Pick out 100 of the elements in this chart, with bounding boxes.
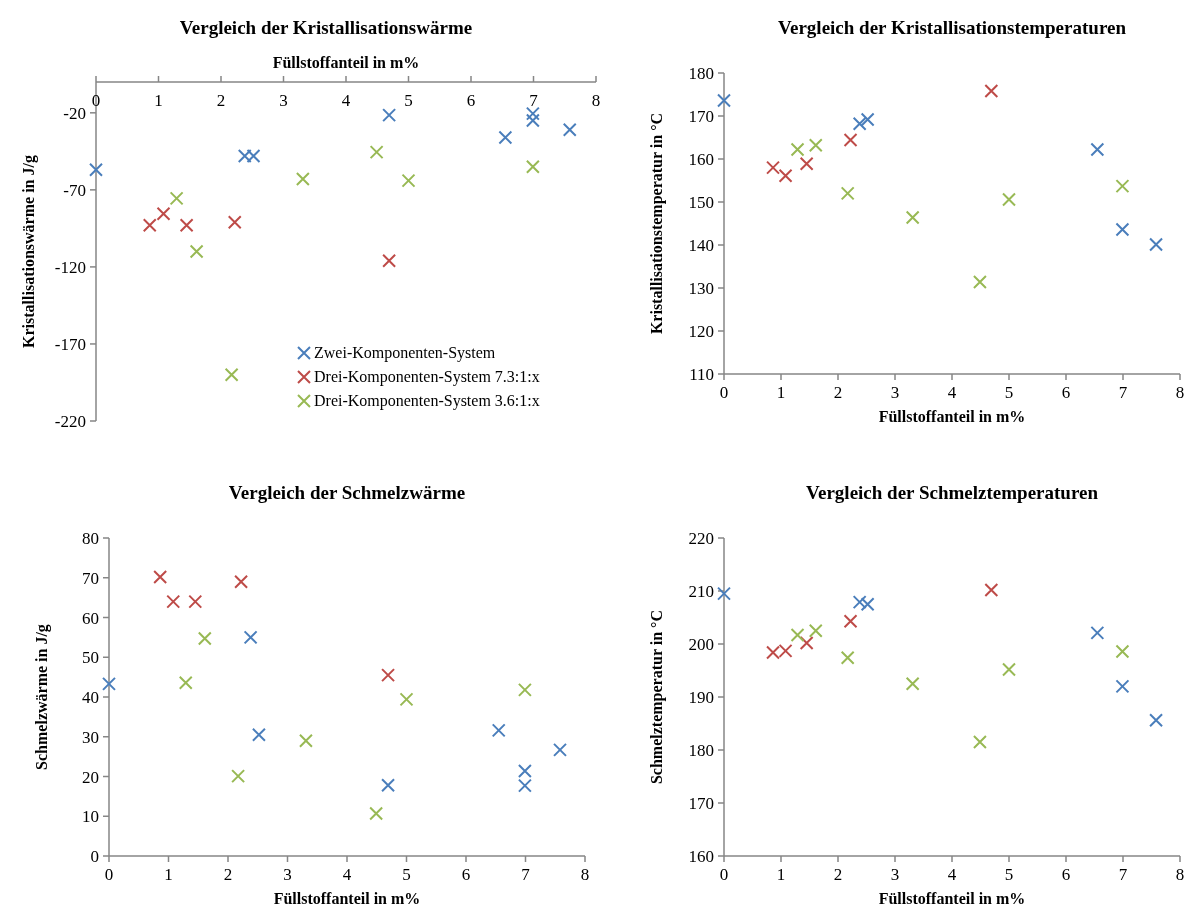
x-tick-label: 0 [104, 865, 114, 884]
point [251, 727, 266, 742]
point [553, 742, 568, 757]
point [972, 735, 987, 750]
y-axis-title: Schmelzwärme in J/g [33, 624, 51, 770]
y-tick-label: -220 [54, 412, 86, 431]
y-tick-label: 130 [688, 279, 714, 298]
x-tick-label: 0 [719, 865, 729, 884]
x-axis-title: Füllstoffanteil in m% [272, 54, 420, 71]
point [224, 367, 239, 382]
point [790, 142, 805, 157]
y-tick-label: -20 [63, 103, 86, 123]
x-tick-label: 1 [776, 865, 786, 884]
y-tick-label: 190 [688, 688, 714, 707]
point [243, 630, 258, 645]
point [1115, 679, 1130, 694]
point [153, 569, 168, 584]
point [381, 778, 396, 793]
y-tick-label: 30 [82, 727, 99, 747]
point [1002, 192, 1016, 207]
point [369, 145, 384, 160]
x-tick-label: 2 [833, 865, 843, 884]
x-tick-label: 7 [1118, 865, 1128, 884]
point [498, 130, 513, 145]
chart-title: Vergleich der Schmelzwärme [228, 482, 466, 503]
x-tick-label: 6 [1061, 865, 1071, 884]
point [517, 682, 532, 697]
x-tick-label: 1 [164, 865, 173, 884]
x-tick-label: 3 [283, 865, 292, 884]
y-tick-label: 0 [90, 847, 99, 866]
point [525, 106, 540, 121]
x-tick-label: 7 [529, 91, 539, 110]
point [169, 191, 184, 206]
x-tick-label: 8 [1175, 383, 1185, 402]
point [799, 635, 814, 650]
x-tick-label: 4 [342, 865, 352, 884]
x-tick-label: 6 [461, 865, 471, 884]
y-tick-label: 170 [688, 794, 714, 813]
point [717, 93, 731, 108]
y-tick-label: -70 [63, 180, 86, 200]
point [399, 692, 414, 707]
x-tick-label: 8 [591, 91, 601, 110]
point [89, 162, 103, 177]
x-tick-label: 3 [279, 91, 288, 110]
chart-title: Vergleich der Kristallisationswärme [179, 17, 473, 38]
point [984, 582, 999, 597]
x-tick-label: 8 [1175, 865, 1185, 884]
point [1002, 662, 1016, 677]
x-tick-label: 5 [1004, 383, 1014, 402]
y-tick-label: 160 [688, 150, 714, 169]
x-tick-label: 0 [719, 383, 729, 402]
point [1115, 179, 1130, 194]
point [166, 594, 181, 609]
point [717, 586, 731, 601]
x-tick-label: 4 [947, 865, 957, 884]
point [1115, 222, 1130, 237]
point [231, 769, 246, 784]
x-tick-label: 4 [341, 91, 351, 110]
point [382, 108, 397, 123]
y-tick-label: 220 [688, 529, 714, 548]
x-axis-title: Füllstoffanteil in m% [273, 890, 421, 907]
point [1090, 142, 1105, 157]
point [102, 676, 116, 691]
y-tick-label: 150 [688, 193, 714, 212]
x-tick-label: 1 [154, 91, 163, 110]
point [860, 112, 875, 127]
point [843, 614, 858, 629]
x-axis-title: Füllstoffanteil in m% [878, 408, 1026, 425]
y-axis-title: Kristallisationstemperatur in °C [648, 112, 666, 335]
point [1149, 713, 1164, 728]
y-tick-label: 180 [688, 64, 714, 83]
x-tick-label: 3 [890, 383, 900, 402]
point [790, 627, 805, 642]
point [178, 675, 193, 690]
x-tick-label: 7 [521, 865, 531, 884]
x-tick-label: 2 [216, 91, 226, 110]
y-axis-title: Kristallisationswärme in J/g [20, 155, 38, 348]
point [156, 206, 171, 221]
y-tick-label: 80 [82, 529, 99, 548]
point [197, 631, 212, 646]
point [840, 650, 855, 665]
point [808, 138, 823, 153]
y-axis-title: Schmelztemperatur in °C [648, 609, 666, 785]
point [1090, 625, 1105, 640]
y-tick-label: 140 [688, 236, 714, 255]
point [227, 215, 242, 230]
point [189, 244, 204, 259]
x-tick-label: 2 [223, 865, 233, 884]
y-tick-label: 180 [688, 741, 714, 760]
point [298, 733, 313, 748]
point [525, 159, 540, 174]
y-tick-label: -170 [54, 334, 86, 354]
point [766, 160, 781, 175]
point [382, 253, 397, 268]
point [491, 723, 506, 738]
point [381, 668, 396, 683]
legend-label: Drei-Komponenten-System 3.6:1:x [314, 392, 540, 410]
x-tick-label: 3 [890, 865, 900, 884]
y-tick-label: 210 [688, 582, 714, 601]
x-tick-label: 6 [466, 91, 476, 110]
